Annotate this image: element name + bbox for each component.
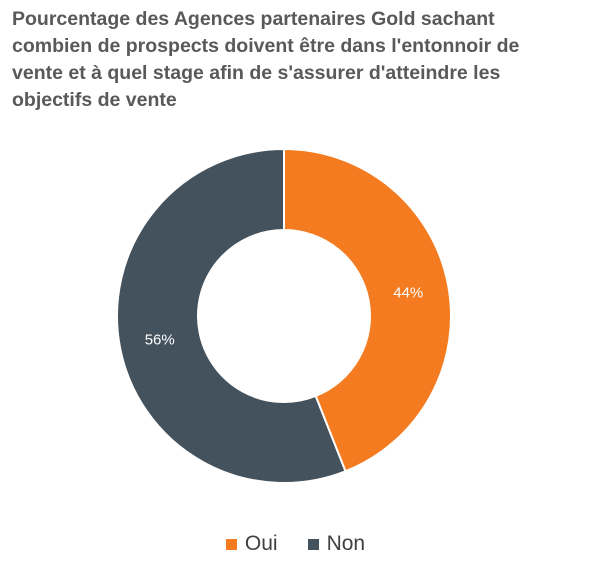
legend-label-oui: Oui bbox=[244, 532, 278, 555]
data-label-oui: 44% bbox=[393, 284, 423, 301]
legend-swatch-oui bbox=[225, 538, 237, 550]
legend-swatch-non bbox=[307, 538, 319, 550]
legend-item-oui: Oui bbox=[225, 532, 278, 556]
chart-title: Pourcentage des Agences partenaires Gold… bbox=[12, 8, 520, 111]
legend-item-non: Non bbox=[307, 532, 366, 556]
legend: Oui Non bbox=[0, 532, 591, 556]
donut-slice-non bbox=[116, 147, 347, 484]
data-label-non: 56% bbox=[145, 332, 175, 349]
legend-label-non: Non bbox=[326, 532, 366, 555]
donut-slice-oui bbox=[283, 147, 452, 473]
